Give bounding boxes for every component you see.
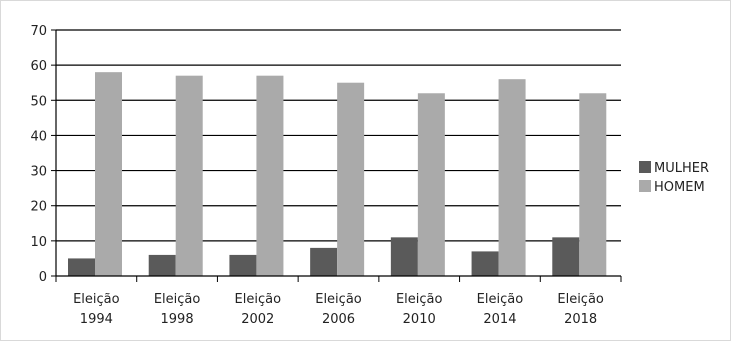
bar-homem-4	[417, 93, 445, 276]
bar-mulher-1	[148, 254, 176, 276]
bar-mulher-4	[390, 237, 418, 276]
y-tick-label: 60	[30, 59, 47, 74]
x-tick-label: Eleição 2014	[477, 292, 524, 327]
x-tick-label: Eleição 2006	[315, 292, 362, 327]
x-tick-label: Eleição 2018	[557, 292, 604, 327]
y-tick-label: 70	[30, 24, 47, 39]
bar-mulher-2	[229, 254, 257, 276]
bar-homem-1	[175, 75, 203, 276]
bar-mulher-0	[68, 258, 95, 276]
x-tick-labels: Eleição 1994 Eleição 1998 Eleição 2002 Eleição…	[73, 292, 604, 327]
y-tick-label: 40	[30, 129, 47, 144]
bar-mulher-3	[310, 247, 338, 276]
legend-swatch-mulher	[639, 161, 651, 173]
y-tick-labels: 0 10 20 30 40 50 60 70	[30, 24, 47, 285]
legend-label-homem: HOMEM	[654, 180, 705, 195]
bar-homem-0	[95, 72, 122, 277]
bar-mulher-6	[552, 237, 580, 276]
legend-swatch-homem	[639, 180, 651, 192]
x-tick-label: Eleição 1998	[154, 292, 201, 327]
bar-homem-2	[256, 75, 284, 276]
y-tick-label: 10	[30, 235, 47, 250]
bar-mulher-5	[471, 251, 499, 276]
bar-homem-6	[579, 93, 607, 276]
y-tick-label: 0	[39, 270, 47, 285]
bar-homem-3	[337, 82, 365, 276]
bars	[68, 72, 607, 277]
y-tick-label: 30	[30, 165, 47, 180]
legend: MULHER HOMEM	[639, 161, 709, 195]
bar-homem-5	[498, 79, 526, 276]
legend-label-mulher: MULHER	[654, 161, 709, 176]
x-tick-label: Eleição 2010	[396, 292, 443, 327]
x-tick-label: Eleição 1994	[73, 292, 120, 327]
y-tick-label: 50	[30, 94, 47, 109]
x-tick-label: Eleição 2002	[235, 292, 282, 327]
y-tick-label: 20	[30, 200, 47, 215]
axes	[51, 29, 622, 282]
